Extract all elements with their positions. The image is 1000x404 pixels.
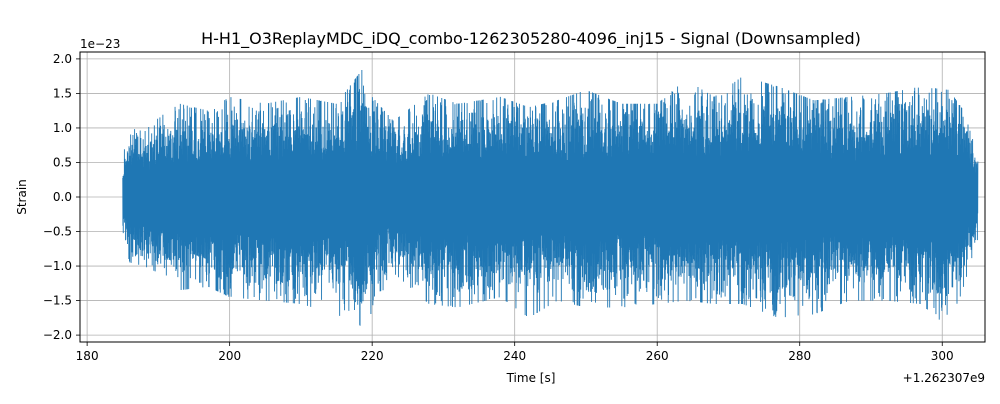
y-axis-label: Strain — [15, 179, 29, 215]
y-tick-label: 2.0 — [53, 52, 72, 66]
y-tick-label: 0.5 — [53, 155, 72, 169]
x-axis: 180 200 220 240 260 280 300 — [76, 342, 954, 363]
x-tick-label: 240 — [503, 349, 526, 363]
y-axis: −2.0 −1.5 −1.0 −0.5 0.0 0.5 1.0 1.5 2.0 — [43, 52, 80, 342]
y-tick-label: −0.5 — [43, 225, 72, 239]
x-tick-label: 180 — [76, 349, 99, 363]
x-tick-label: 300 — [931, 349, 954, 363]
y-tick-label: 0.0 — [53, 190, 72, 204]
y-tick-label: −2.0 — [43, 328, 72, 342]
x-tick-label: 260 — [646, 349, 669, 363]
x-axis-label: Time [s] — [506, 371, 556, 385]
y-scale-label: 1e−23 — [80, 37, 120, 51]
series-signal — [122, 70, 979, 326]
x-tick-label: 200 — [218, 349, 241, 363]
x-tick-label: 280 — [788, 349, 811, 363]
x-tick-label: 220 — [361, 349, 384, 363]
signal-line — [122, 70, 979, 326]
x-offset-label: +1.262307e9 — [903, 371, 985, 385]
chart-title: H-H1_O3ReplayMDC_iDQ_combo-1262305280-40… — [201, 29, 861, 49]
y-tick-label: 1.5 — [53, 86, 72, 100]
y-tick-label: −1.0 — [43, 259, 72, 273]
y-tick-label: 1.0 — [53, 121, 72, 135]
y-tick-label: −1.5 — [43, 294, 72, 308]
